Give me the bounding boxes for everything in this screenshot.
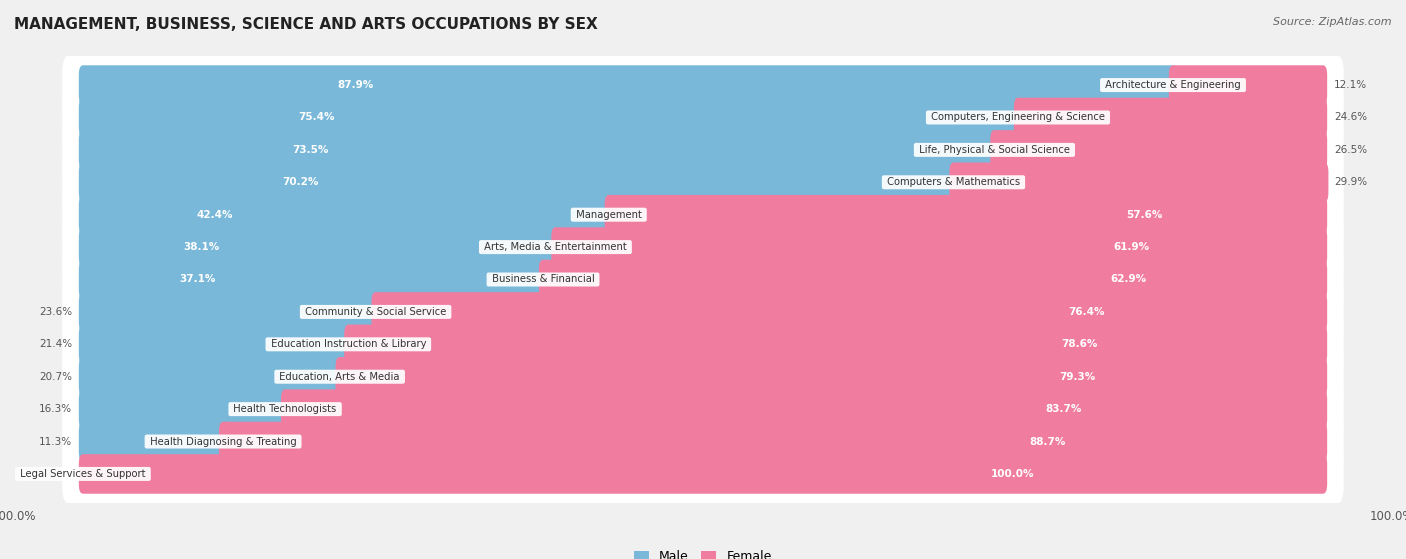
Text: 57.6%: 57.6% [1126,210,1163,220]
FancyBboxPatch shape [949,163,1329,202]
Text: Education, Arts & Media: Education, Arts & Media [277,372,404,382]
FancyBboxPatch shape [62,250,1344,309]
FancyBboxPatch shape [336,357,1327,396]
Text: 78.6%: 78.6% [1062,339,1098,349]
Text: Education Instruction & Library: Education Instruction & Library [267,339,429,349]
FancyBboxPatch shape [62,55,1344,115]
Text: 23.6%: 23.6% [39,307,72,317]
Text: Legal Services & Support: Legal Services & Support [17,469,149,479]
FancyBboxPatch shape [344,325,1327,364]
Text: 62.9%: 62.9% [1109,274,1146,285]
Text: 38.1%: 38.1% [183,242,219,252]
Text: 88.7%: 88.7% [1029,437,1066,447]
Text: 11.3%: 11.3% [39,437,72,447]
FancyBboxPatch shape [79,421,228,461]
Text: Health Technologists: Health Technologists [231,404,340,414]
Text: Life, Physical & Social Science: Life, Physical & Social Science [915,145,1073,155]
FancyBboxPatch shape [62,153,1344,212]
Text: 42.4%: 42.4% [197,210,232,220]
FancyBboxPatch shape [79,454,1327,494]
FancyBboxPatch shape [79,292,380,331]
Text: 83.7%: 83.7% [1046,404,1081,414]
Text: 16.3%: 16.3% [39,404,72,414]
FancyBboxPatch shape [62,120,1344,179]
Text: 76.4%: 76.4% [1069,307,1105,317]
Text: 79.3%: 79.3% [1059,372,1095,382]
FancyBboxPatch shape [79,228,560,267]
Text: 29.9%: 29.9% [1334,177,1367,187]
FancyBboxPatch shape [538,260,1327,299]
Text: Computers & Mathematics: Computers & Mathematics [884,177,1024,187]
FancyBboxPatch shape [281,390,1327,429]
Text: Business & Financial: Business & Financial [489,274,598,285]
Text: Arts, Media & Entertainment: Arts, Media & Entertainment [481,242,630,252]
FancyBboxPatch shape [79,98,1022,138]
FancyBboxPatch shape [551,228,1327,267]
Text: Community & Social Service: Community & Social Service [302,307,450,317]
FancyBboxPatch shape [62,444,1344,504]
Text: Health Diagnosing & Treating: Health Diagnosing & Treating [146,437,299,447]
FancyBboxPatch shape [62,315,1344,374]
Text: Source: ZipAtlas.com: Source: ZipAtlas.com [1274,17,1392,27]
FancyBboxPatch shape [79,357,344,396]
FancyBboxPatch shape [1014,98,1327,138]
FancyBboxPatch shape [62,347,1344,406]
FancyBboxPatch shape [62,380,1344,439]
FancyBboxPatch shape [62,282,1344,342]
FancyBboxPatch shape [605,195,1327,234]
Text: 75.4%: 75.4% [298,112,335,122]
FancyBboxPatch shape [62,412,1344,471]
Text: 61.9%: 61.9% [1114,242,1149,252]
Text: Management: Management [572,210,645,220]
FancyBboxPatch shape [1168,65,1327,105]
Text: MANAGEMENT, BUSINESS, SCIENCE AND ARTS OCCUPATIONS BY SEX: MANAGEMENT, BUSINESS, SCIENCE AND ARTS O… [14,17,598,32]
FancyBboxPatch shape [62,217,1344,277]
FancyBboxPatch shape [79,195,613,234]
Text: 12.1%: 12.1% [1334,80,1367,90]
Text: 70.2%: 70.2% [283,177,319,187]
Text: 87.9%: 87.9% [337,80,374,90]
Text: 21.4%: 21.4% [39,339,72,349]
FancyBboxPatch shape [79,325,353,364]
FancyBboxPatch shape [219,421,1327,461]
FancyBboxPatch shape [62,88,1344,147]
FancyBboxPatch shape [371,292,1327,331]
FancyBboxPatch shape [990,130,1327,169]
Text: 100.0%: 100.0% [991,469,1035,479]
Text: 37.1%: 37.1% [180,274,217,285]
Text: 73.5%: 73.5% [292,145,329,155]
FancyBboxPatch shape [79,65,1177,105]
Text: 20.7%: 20.7% [39,372,72,382]
Text: 24.6%: 24.6% [1334,112,1367,122]
Text: Computers, Engineering & Science: Computers, Engineering & Science [928,112,1108,122]
Text: 26.5%: 26.5% [1334,145,1367,155]
FancyBboxPatch shape [62,185,1344,244]
FancyBboxPatch shape [79,260,547,299]
FancyBboxPatch shape [79,163,957,202]
Text: Architecture & Engineering: Architecture & Engineering [1102,80,1244,90]
Legend: Male, Female: Male, Female [630,546,776,559]
FancyBboxPatch shape [79,130,998,169]
FancyBboxPatch shape [79,390,290,429]
